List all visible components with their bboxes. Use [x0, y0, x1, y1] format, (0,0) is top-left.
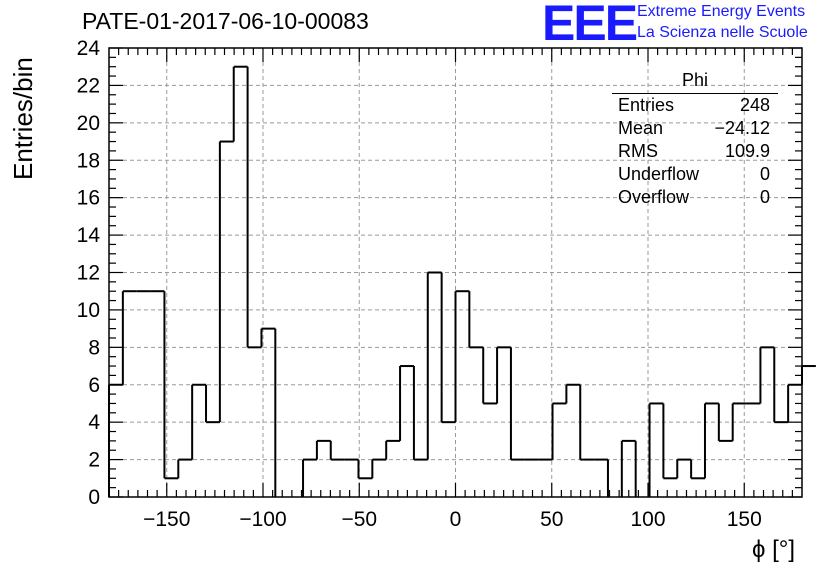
stats-title: Phi: [612, 70, 778, 94]
stats-label: Entries: [618, 95, 675, 115]
y-tick-label: 12: [77, 262, 100, 285]
y-tick-label: 2: [88, 449, 100, 472]
x-tick-label: −150: [143, 508, 190, 531]
x-tick-label: 150: [727, 508, 762, 531]
stats-value: −24.12: [714, 118, 770, 138]
y-tick-label: 6: [88, 374, 100, 397]
stats-row: Overflow 0: [612, 186, 778, 209]
logo-text-line1: Extreme Energy Events: [637, 3, 806, 20]
stats-row: Mean −24.12: [612, 117, 778, 140]
y-tick-label: 4: [88, 411, 100, 434]
logo-text-line2: La Scienza nelle Scuole: [637, 24, 808, 41]
chart-title: PATE-01-2017-06-10-00083: [82, 8, 369, 34]
x-tick-label: 50: [540, 508, 563, 531]
stats-value: 0: [759, 164, 770, 184]
stats-box: Phi Entries 248 Mean −24.12 RMS 109.9 Underflo…: [612, 70, 778, 209]
y-tick-label: 22: [77, 74, 100, 97]
y-tick-label: 16: [77, 187, 100, 210]
x-tick-label: −100: [239, 508, 286, 531]
stats-row: Underflow 0: [612, 163, 778, 186]
axis-ticks: [109, 47, 802, 498]
y-tick-label: 18: [77, 149, 100, 172]
x-tick-label: 100: [630, 508, 665, 531]
stats-label: Underflow: [618, 164, 700, 184]
y-tick-label: 14: [77, 224, 101, 247]
y-axis-label: Entries/bin: [8, 57, 38, 180]
stats-row: Entries 248: [612, 94, 778, 117]
stats-rows: Entries 248 Mean −24.12 RMS 109.9 Underflow 0 Ov…: [612, 94, 778, 209]
y-tick-label: 10: [77, 299, 100, 322]
y-tick-label: 0: [88, 486, 100, 509]
stats-value: 109.9: [724, 141, 770, 161]
stats-label: RMS: [618, 141, 658, 161]
x-tick-label: −50: [341, 508, 377, 531]
y-tick-label: 24: [77, 37, 101, 60]
x-axis-label: ϕ [°]: [752, 536, 796, 563]
stats-row: RMS 109.9: [612, 140, 778, 163]
stats-label: Mean: [618, 118, 664, 138]
stats-value: 248: [739, 95, 770, 115]
x-tick-labels: −150 −100 −50 0 50 100 150: [143, 508, 762, 531]
eee-logo: EEE: [542, 0, 638, 51]
y-tick-label: 8: [88, 336, 100, 359]
stats-value: 0: [759, 187, 770, 207]
stats-label: Overflow: [618, 187, 690, 207]
histogram-bars: [108, 65, 816, 497]
x-tick-label: 0: [450, 508, 462, 531]
y-tick-label: 20: [77, 112, 100, 135]
